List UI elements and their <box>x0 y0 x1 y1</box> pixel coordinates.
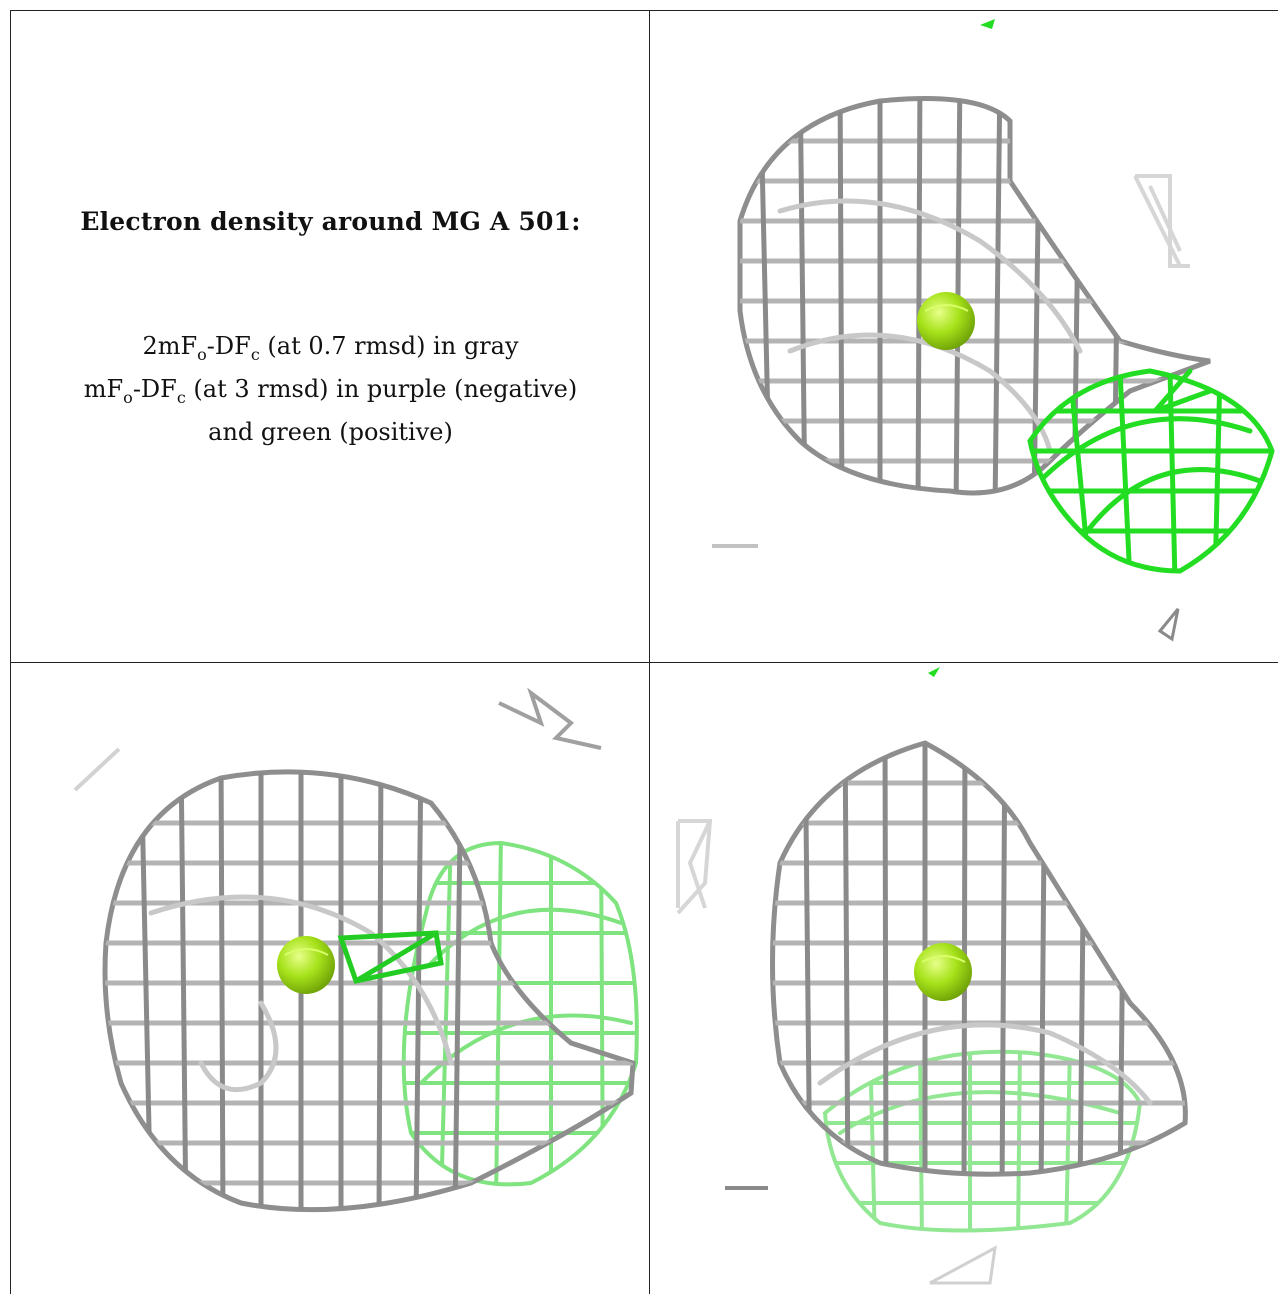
frame-left-border <box>10 10 11 1294</box>
density-view-bottom-right <box>650 663 1278 1294</box>
density-view-top-right <box>650 11 1278 662</box>
frame-horizontal-divider <box>10 662 1278 663</box>
caption-title: Electron density around MG A 501: <box>80 207 581 236</box>
caption-line-green-positive: and green (positive) <box>208 417 453 446</box>
electron-density-mesh-icon <box>676 667 1188 1285</box>
caption-line-mfo-dfc: mFo-DFc (at 3 rmsd) in purple (negative) <box>83 374 578 407</box>
caption-legend: 2mFo-DFc (at 0.7 rmsd) in gray mFo-DFc (… <box>11 329 649 450</box>
density-view-bottom-left <box>11 663 649 1294</box>
electron-density-mesh-icon <box>712 19 1275 642</box>
frame-middle-divider <box>649 10 650 1294</box>
frame-top-border <box>10 10 1278 11</box>
caption-line-2mfo-dfc: 2mFo-DFc (at 0.7 rmsd) in gray <box>142 332 519 364</box>
electron-density-mesh-icon <box>73 687 639 1213</box>
caption-panel: Electron density around MG A 501: 2mFo-D… <box>11 11 649 662</box>
